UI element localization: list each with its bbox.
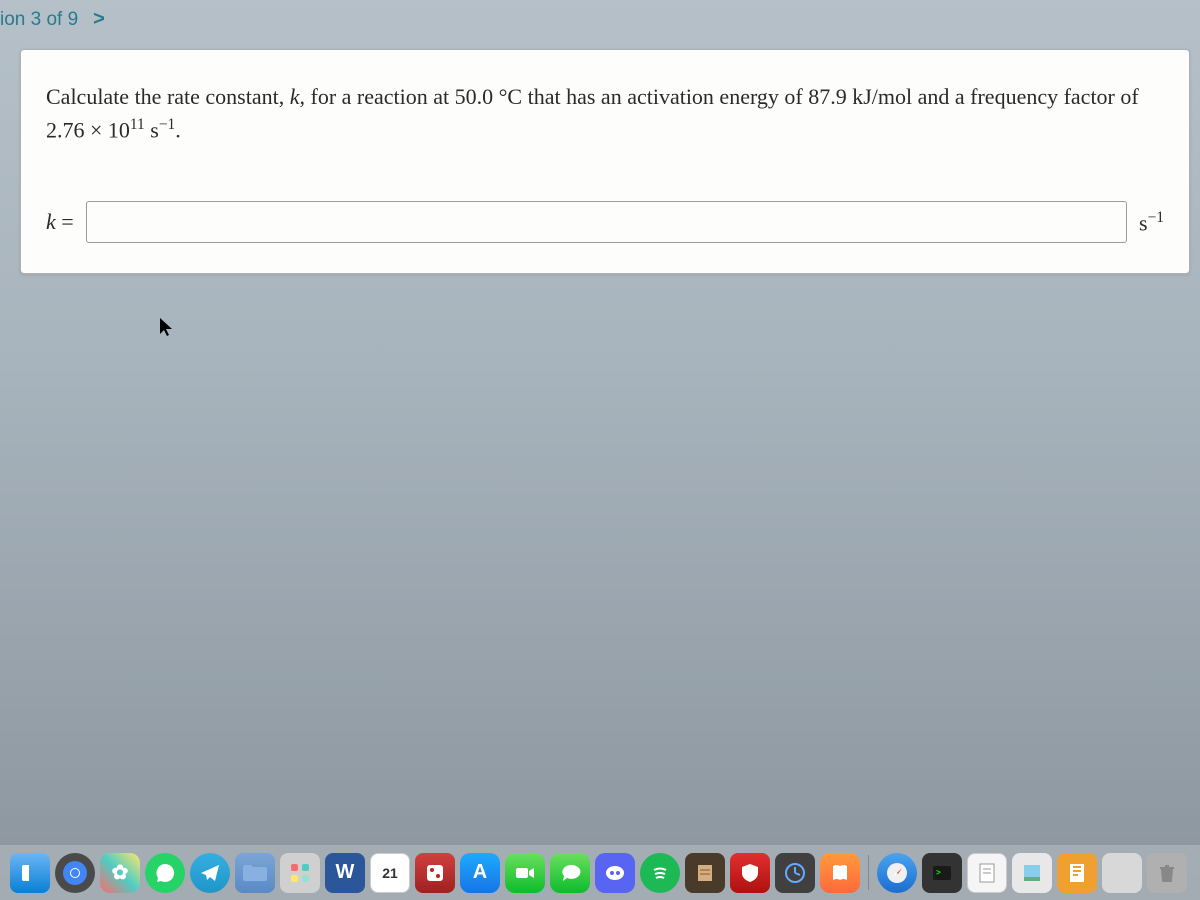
unit-base: s <box>1139 210 1148 235</box>
activity-icon[interactable] <box>775 853 815 893</box>
trash-icon[interactable] <box>1147 853 1187 893</box>
question-card: Calculate the rate constant, k, for a re… <box>20 49 1190 274</box>
macos-dock: ✿ W 21 A > <box>0 845 1200 900</box>
svg-text:>: > <box>936 868 941 877</box>
next-question-button[interactable]: > <box>93 8 105 31</box>
question-nav-bar: ion 3 of 9 > <box>0 0 1200 39</box>
question-exp-neg: −1 <box>159 116 175 133</box>
facetime-icon[interactable] <box>505 853 545 893</box>
question-text-end: . <box>175 117 181 142</box>
pages-icon[interactable] <box>1057 853 1097 893</box>
books-icon[interactable] <box>820 853 860 893</box>
folder-icon[interactable] <box>235 853 275 893</box>
discord-icon[interactable] <box>595 853 635 893</box>
answer-unit: s−1 <box>1139 209 1164 236</box>
question-unit-pre: s <box>145 117 159 142</box>
photos-icon[interactable]: ✿ <box>100 853 140 893</box>
question-exp: 11 <box>130 116 145 133</box>
answer-label: k = <box>46 209 74 235</box>
question-text-pre: Calculate the rate constant, <box>46 84 290 109</box>
whatsapp-icon[interactable] <box>145 853 185 893</box>
textedit-icon[interactable] <box>967 853 1007 893</box>
question-var-k: k <box>290 84 300 109</box>
dock-separator <box>868 855 869 890</box>
question-prompt: Calculate the rate constant, k, for a re… <box>46 80 1164 146</box>
answer-var-k: k <box>46 209 56 234</box>
appstore-icon[interactable]: A <box>460 853 500 893</box>
mcafee-icon[interactable] <box>730 853 770 893</box>
unit-exp: −1 <box>1148 209 1164 226</box>
answer-equals: = <box>56 209 74 234</box>
messages-icon[interactable] <box>550 853 590 893</box>
launchpad-icon[interactable] <box>280 853 320 893</box>
telegram-icon[interactable] <box>190 853 230 893</box>
finder-icon[interactable] <box>10 853 50 893</box>
preview-icon[interactable] <box>1012 853 1052 893</box>
casino-icon[interactable] <box>415 853 455 893</box>
cursor-icon <box>160 318 176 343</box>
calendar-icon[interactable]: 21 <box>370 853 410 893</box>
notes-icon[interactable] <box>685 853 725 893</box>
terminal-icon[interactable]: > <box>922 853 962 893</box>
spotify-icon[interactable] <box>640 853 680 893</box>
chrome-icon[interactable] <box>55 853 95 893</box>
rate-constant-input[interactable] <box>86 201 1127 243</box>
question-counter: ion 3 of 9 <box>0 9 78 31</box>
calendar-day-label: 21 <box>382 865 398 881</box>
safari-icon[interactable] <box>877 853 917 893</box>
answer-row: k = s−1 <box>46 201 1164 243</box>
blank-app-icon[interactable] <box>1102 853 1142 893</box>
word-icon[interactable]: W <box>325 853 365 893</box>
